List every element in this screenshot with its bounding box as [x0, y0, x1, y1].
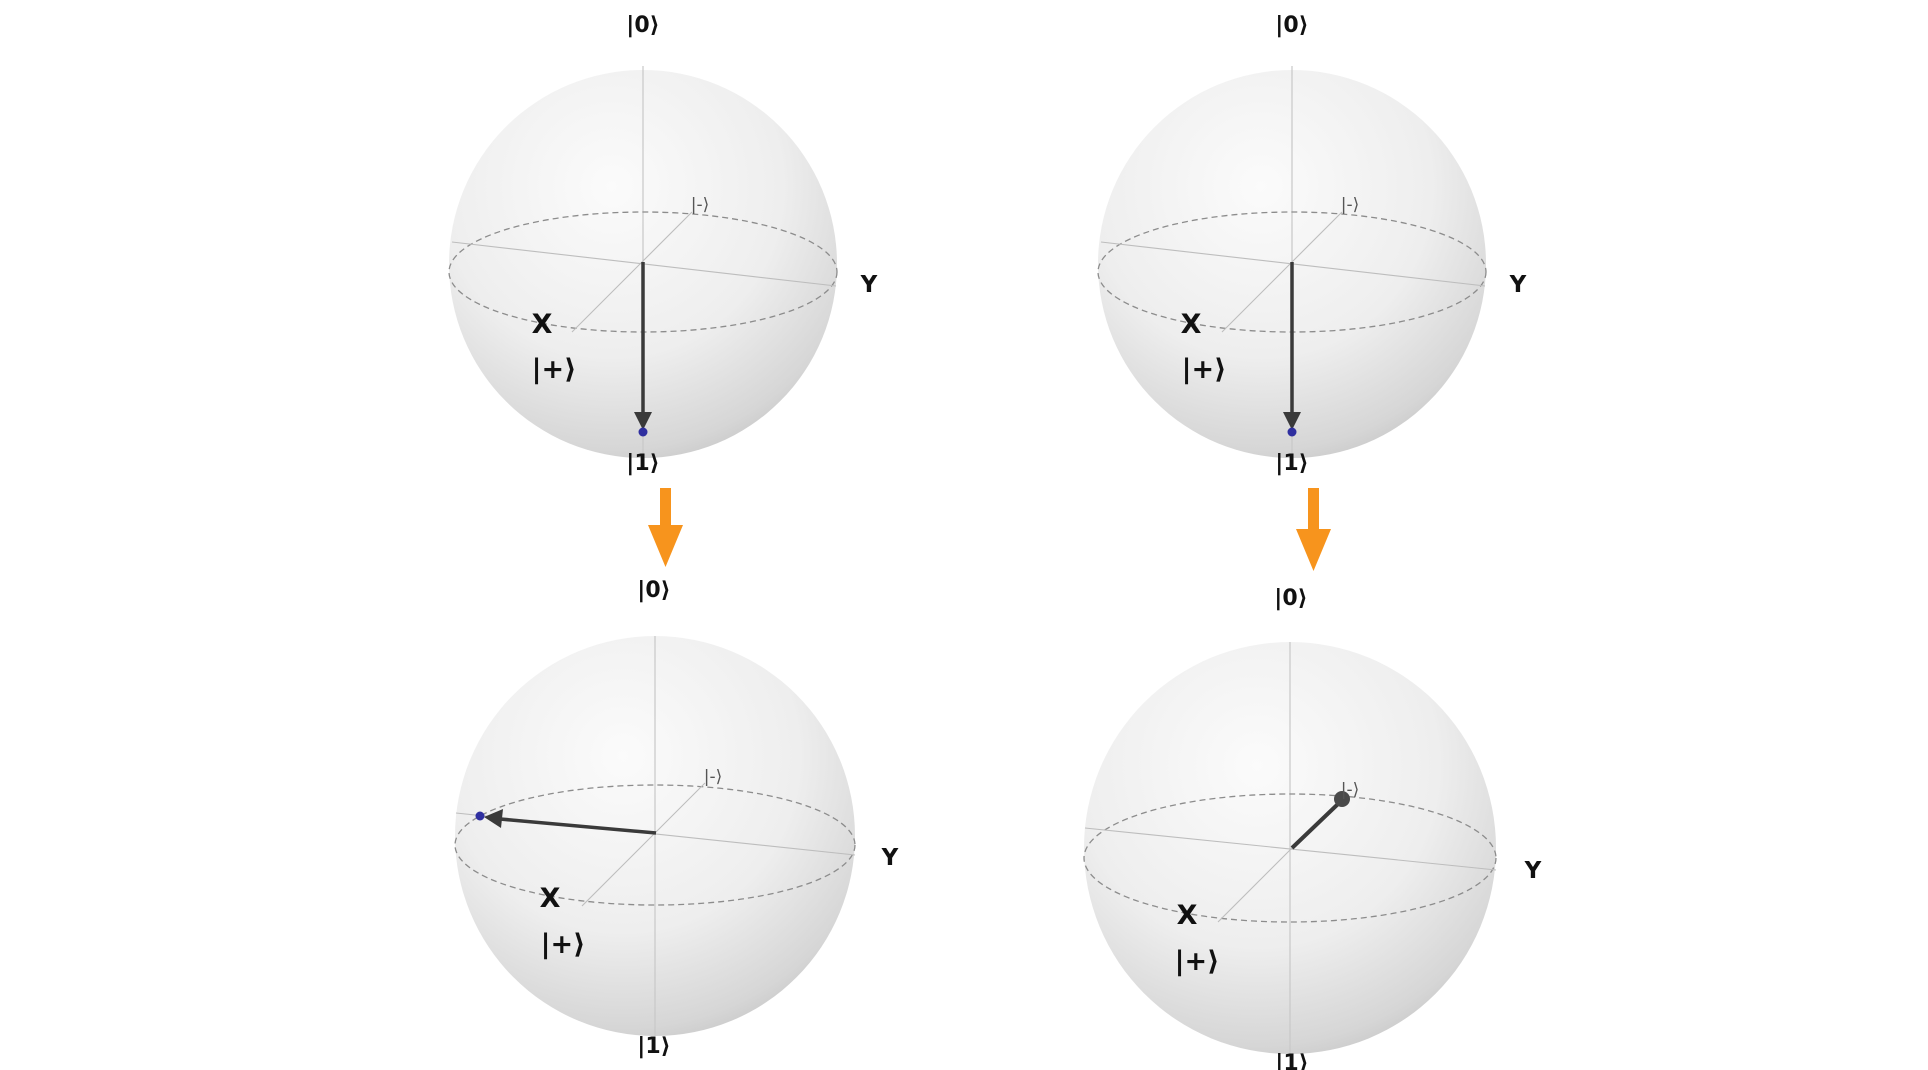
bloch-sphere-bottom-left: |0⟩ |1⟩ X Y |+⟩ |-⟩	[454, 578, 899, 1059]
label-x-axis: X	[540, 883, 561, 914]
bloch-sphere-top-left: |0⟩ |1⟩ X Y |+⟩ |-⟩	[448, 13, 878, 476]
label-ket-minus: |-⟩	[1341, 780, 1360, 800]
label-y-axis: Y	[881, 845, 899, 871]
state-point	[638, 427, 648, 437]
label-ket-minus: |-⟩	[704, 767, 723, 787]
label-ket-plus: |+⟩	[541, 929, 586, 960]
label-y-axis: Y	[1509, 272, 1527, 298]
label-ket-plus: |+⟩	[1182, 354, 1227, 385]
state-point	[475, 811, 485, 821]
transition-arrow-shaft	[1308, 488, 1319, 532]
label-ket-1: |1⟩	[637, 1034, 670, 1059]
equator	[1083, 793, 1497, 923]
state-point	[1334, 791, 1350, 807]
state-arrow-shaft	[1290, 802, 1340, 850]
label-ket-0: |0⟩	[1275, 13, 1308, 38]
label-x-axis: X	[1177, 900, 1198, 931]
transition-arrow-right	[1296, 488, 1331, 571]
label-y-axis: Y	[860, 272, 878, 298]
transition-arrow-shaft	[660, 488, 671, 528]
state-arrow-head	[634, 412, 652, 430]
label-ket-minus: |-⟩	[1341, 195, 1360, 215]
state-arrow-shaft	[499, 817, 657, 835]
label-ket-plus: |+⟩	[532, 354, 577, 385]
transition-arrow-head	[648, 525, 683, 567]
label-ket-0: |0⟩	[637, 578, 670, 603]
label-ket-1: |1⟩	[1275, 1051, 1308, 1070]
label-ket-0: |0⟩	[1274, 586, 1307, 611]
x-axis	[1221, 211, 1343, 333]
bloch-sphere-bottom-right: |0⟩ |1⟩ X Y |+⟩ |-⟩	[1083, 586, 1542, 1070]
transition-arrow-left	[648, 488, 683, 567]
state-arrow-head	[1283, 412, 1301, 430]
transition-arrow-head	[1296, 529, 1331, 571]
label-ket-1: |1⟩	[626, 451, 659, 476]
bloch-sphere-top-right: |0⟩ |1⟩ X Y |+⟩ |-⟩	[1097, 13, 1527, 476]
label-x-axis: X	[532, 309, 553, 340]
label-ket-minus: |-⟩	[691, 195, 710, 215]
label-ket-0: |0⟩	[626, 13, 659, 38]
label-ket-1: |1⟩	[1275, 451, 1308, 476]
x-axis	[581, 782, 706, 907]
state-point	[1287, 427, 1297, 437]
equator	[454, 784, 856, 906]
x-axis	[571, 211, 693, 333]
label-ket-plus: |+⟩	[1175, 946, 1220, 977]
label-y-axis: Y	[1524, 858, 1542, 884]
label-x-axis: X	[1181, 309, 1202, 340]
state-arrow-head	[484, 809, 503, 828]
